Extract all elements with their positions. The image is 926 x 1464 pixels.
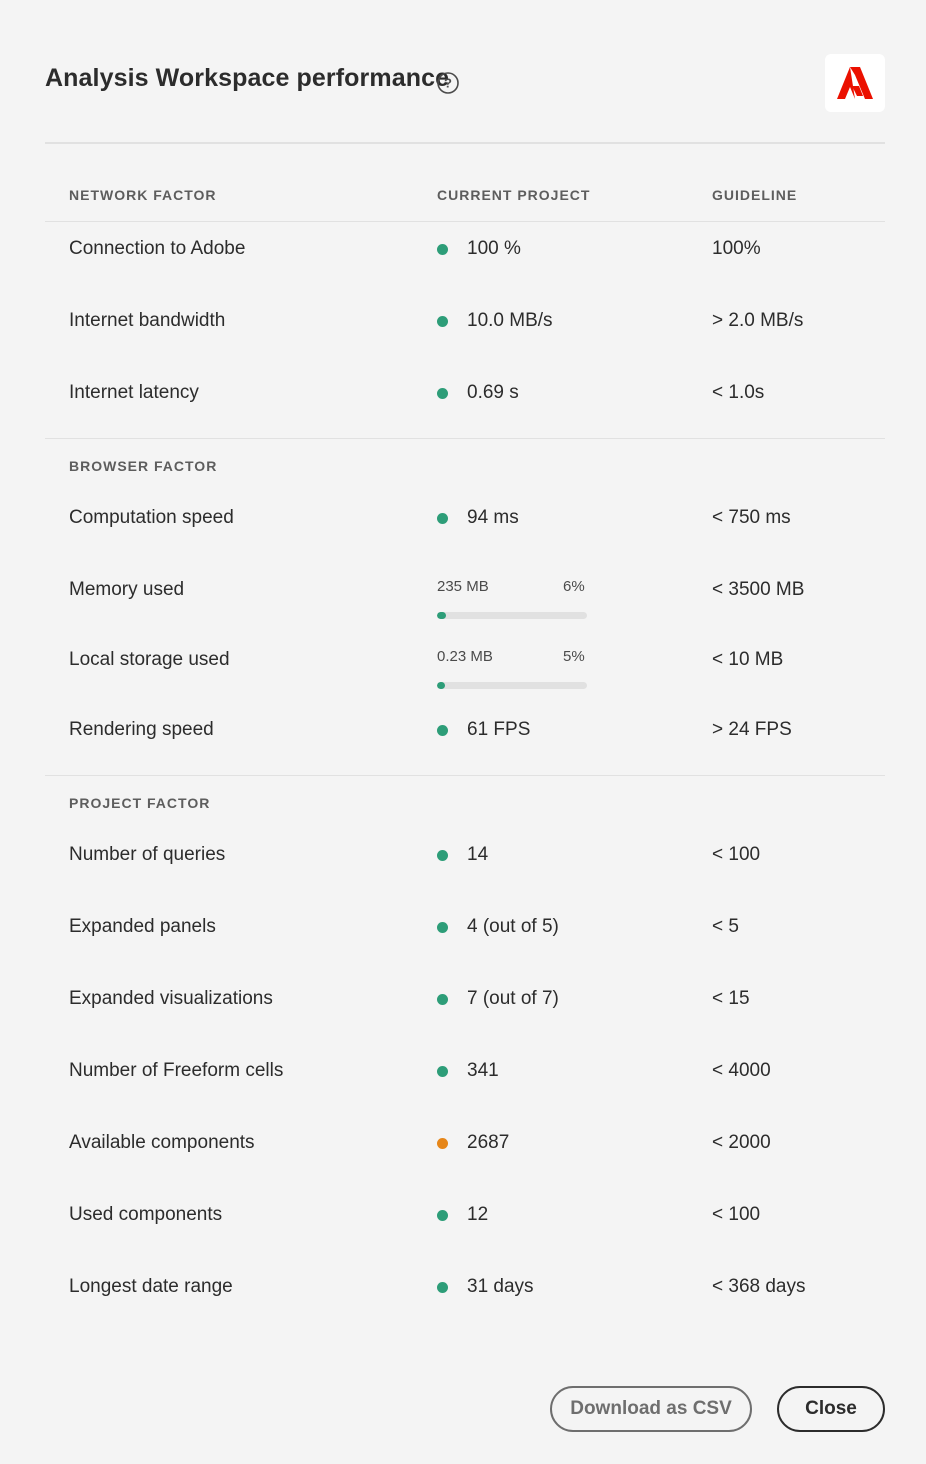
title-divider — [45, 142, 885, 144]
metric-name: Internet bandwidth — [69, 310, 226, 331]
metric-name: Expanded panels — [69, 916, 216, 937]
metric-name: Expanded visualizations — [69, 988, 273, 1009]
metric-name: Number of queries — [69, 844, 226, 865]
column-header-current: CURRENT PROJECT — [437, 187, 591, 203]
metric-name: Number of Freeform cells — [69, 1060, 284, 1081]
metric-name: Rendering speed — [69, 719, 214, 740]
question-circle-icon[interactable]: ? — [437, 72, 459, 94]
progress-fill — [437, 612, 446, 619]
status-dot — [437, 1138, 448, 1149]
usage-percent: 6% — [563, 578, 585, 595]
metric-value: 61 FPS — [467, 719, 531, 740]
metric-guideline: < 3500 MB — [712, 579, 805, 600]
svg-text:?: ? — [444, 76, 452, 91]
usage-percent: 5% — [563, 648, 585, 665]
status-dot — [437, 1282, 448, 1293]
metric-name: Connection to Adobe — [69, 238, 246, 259]
status-dot — [437, 316, 448, 327]
close-button[interactable]: Close — [777, 1386, 885, 1432]
adobe-logo — [825, 54, 885, 112]
metric-guideline: < 4000 — [712, 1060, 771, 1081]
metric-guideline: < 368 days — [712, 1276, 806, 1297]
section-title-project: PROJECT FACTOR — [69, 795, 211, 811]
dialog-title: Analysis Workspace performance — [45, 64, 450, 92]
metric-value: 94 ms — [467, 507, 519, 528]
metric-guideline: > 2.0 MB/s — [712, 310, 804, 331]
column-header-guideline: GUIDELINE — [712, 187, 798, 203]
memory-progress-bar — [437, 612, 587, 619]
metric-value: 12 — [467, 1204, 489, 1225]
metric-name: Available components — [69, 1132, 255, 1153]
metric-guideline: < 100 — [712, 844, 761, 865]
metric-value: 7 (out of 7) — [467, 988, 559, 1009]
status-dot — [437, 1210, 448, 1221]
metric-value: 14 — [467, 844, 489, 865]
progress-fill — [437, 682, 445, 689]
status-dot — [437, 922, 448, 933]
metric-name: Longest date range — [69, 1276, 233, 1297]
section-divider — [45, 775, 885, 776]
metric-guideline: < 15 — [712, 988, 750, 1009]
metric-guideline: < 5 — [712, 916, 739, 937]
status-dot — [437, 1066, 448, 1077]
status-dot — [437, 994, 448, 1005]
metric-value: 2687 — [467, 1132, 510, 1153]
storage-progress-bar — [437, 682, 587, 689]
metric-value: 4 (out of 5) — [467, 916, 559, 937]
metric-name: Memory used — [69, 579, 185, 600]
column-header-factor: NETWORK FACTOR — [69, 187, 217, 203]
usage-amount: 0.23 MB — [437, 648, 493, 665]
metric-value: 0.69 s — [467, 382, 519, 403]
download-csv-button[interactable]: Download as CSV — [550, 1386, 752, 1432]
metric-guideline: < 1.0s — [712, 382, 765, 403]
status-dot — [437, 513, 448, 524]
status-dot — [437, 850, 448, 861]
metric-name: Computation speed — [69, 507, 234, 528]
status-dot — [437, 244, 448, 255]
usage-amount: 235 MB — [437, 578, 489, 595]
metric-guideline: < 2000 — [712, 1132, 771, 1153]
metric-guideline: < 10 MB — [712, 649, 784, 670]
adobe-logo-icon — [837, 67, 873, 99]
metric-value: 341 — [467, 1060, 499, 1081]
metric-value: 100 % — [467, 238, 521, 259]
header-divider — [45, 221, 885, 222]
section-divider — [45, 438, 885, 439]
metric-value: 10.0 MB/s — [467, 310, 553, 331]
status-dot — [437, 725, 448, 736]
metric-guideline: < 100 — [712, 1204, 761, 1225]
metric-guideline: 100% — [712, 238, 761, 259]
section-title-browser: BROWSER FACTOR — [69, 458, 218, 474]
status-dot — [437, 388, 448, 399]
metric-name: Used components — [69, 1204, 223, 1225]
metric-guideline: < 750 ms — [712, 507, 791, 528]
metric-name: Local storage used — [69, 649, 230, 670]
metric-name: Internet latency — [69, 382, 199, 403]
metric-guideline: > 24 FPS — [712, 719, 792, 740]
metric-value: 31 days — [467, 1276, 534, 1297]
